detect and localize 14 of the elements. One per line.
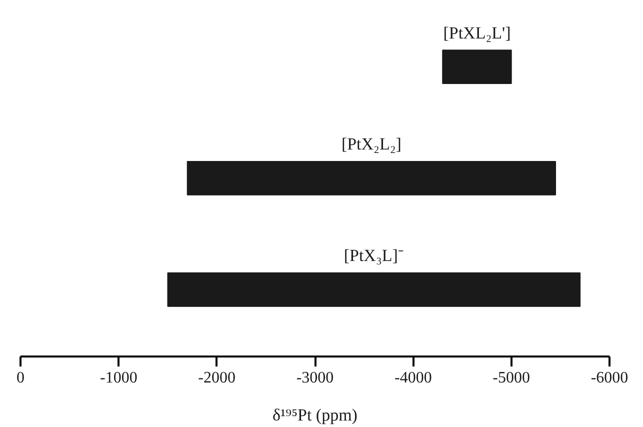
bar bbox=[186, 161, 556, 196]
x-tick-label: -5000 bbox=[492, 370, 530, 386]
bar bbox=[442, 50, 512, 84]
x-axis-title: δ¹⁹⁵Pt (ppm) bbox=[272, 406, 358, 424]
x-tick-label: -6000 bbox=[590, 370, 628, 386]
x-tick-label: -3000 bbox=[296, 370, 334, 386]
y-tick-label: [PtX₃L]⁻ bbox=[344, 246, 404, 266]
bar bbox=[167, 272, 581, 307]
y-tick-label: [PtXL₂L'] bbox=[443, 23, 511, 42]
y-tick-label: [PtX₂L₂] bbox=[341, 134, 402, 154]
x-tick-label: -2000 bbox=[198, 370, 236, 386]
x-tick-label: -4000 bbox=[394, 370, 432, 386]
x-tick-label: -1000 bbox=[100, 370, 138, 386]
x-tick-label: 0 bbox=[16, 370, 24, 386]
